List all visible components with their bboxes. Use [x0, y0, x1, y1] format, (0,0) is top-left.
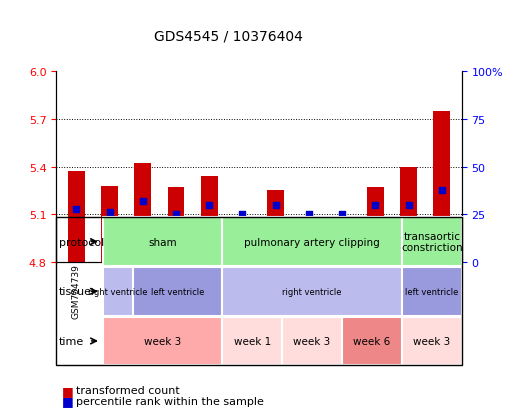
Point: [72, 206, 81, 212]
Bar: [301, 219, 317, 262]
Text: sham: sham: [148, 237, 177, 247]
Text: week 1: week 1: [233, 336, 271, 346]
Text: time: time: [59, 336, 84, 346]
Text: right ventricle: right ventricle: [88, 287, 147, 296]
Point: [404, 202, 412, 209]
Point: [106, 209, 114, 216]
Text: left ventricle: left ventricle: [151, 287, 204, 296]
Text: ■: ■: [62, 394, 73, 407]
Text: week 3: week 3: [413, 336, 450, 346]
Text: percentile rank within the sample: percentile rank within the sample: [76, 396, 264, 406]
Bar: [367, 188, 384, 262]
Bar: [334, 251, 350, 262]
Point: [239, 211, 247, 218]
Text: pulmonary artery clipping: pulmonary artery clipping: [244, 237, 380, 247]
Point: [371, 202, 380, 209]
Text: week 6: week 6: [353, 336, 390, 346]
Text: week 3: week 3: [293, 336, 331, 346]
Text: transaortic
constriction: transaortic constriction: [401, 231, 463, 253]
Text: protocol: protocol: [59, 237, 104, 247]
Bar: [134, 164, 151, 262]
Point: [305, 211, 313, 218]
Point: [172, 211, 180, 218]
Bar: [201, 177, 218, 262]
Point: [271, 202, 280, 209]
Bar: [101, 186, 118, 262]
Point: [438, 187, 446, 193]
Bar: [433, 112, 450, 262]
Text: tissue: tissue: [59, 287, 92, 297]
Text: GDS4545 / 10376404: GDS4545 / 10376404: [154, 29, 303, 43]
Point: [338, 211, 346, 218]
Bar: [267, 191, 284, 262]
Text: left ventricle: left ventricle: [405, 287, 459, 296]
Bar: [68, 172, 85, 262]
Bar: [168, 188, 184, 262]
Text: week 3: week 3: [144, 336, 181, 346]
Point: [205, 202, 213, 209]
Bar: [400, 167, 417, 262]
Bar: [234, 235, 251, 262]
Text: right ventricle: right ventricle: [282, 287, 342, 296]
Text: ■: ■: [62, 384, 73, 397]
Point: [139, 198, 147, 205]
Text: transformed count: transformed count: [76, 385, 180, 395]
